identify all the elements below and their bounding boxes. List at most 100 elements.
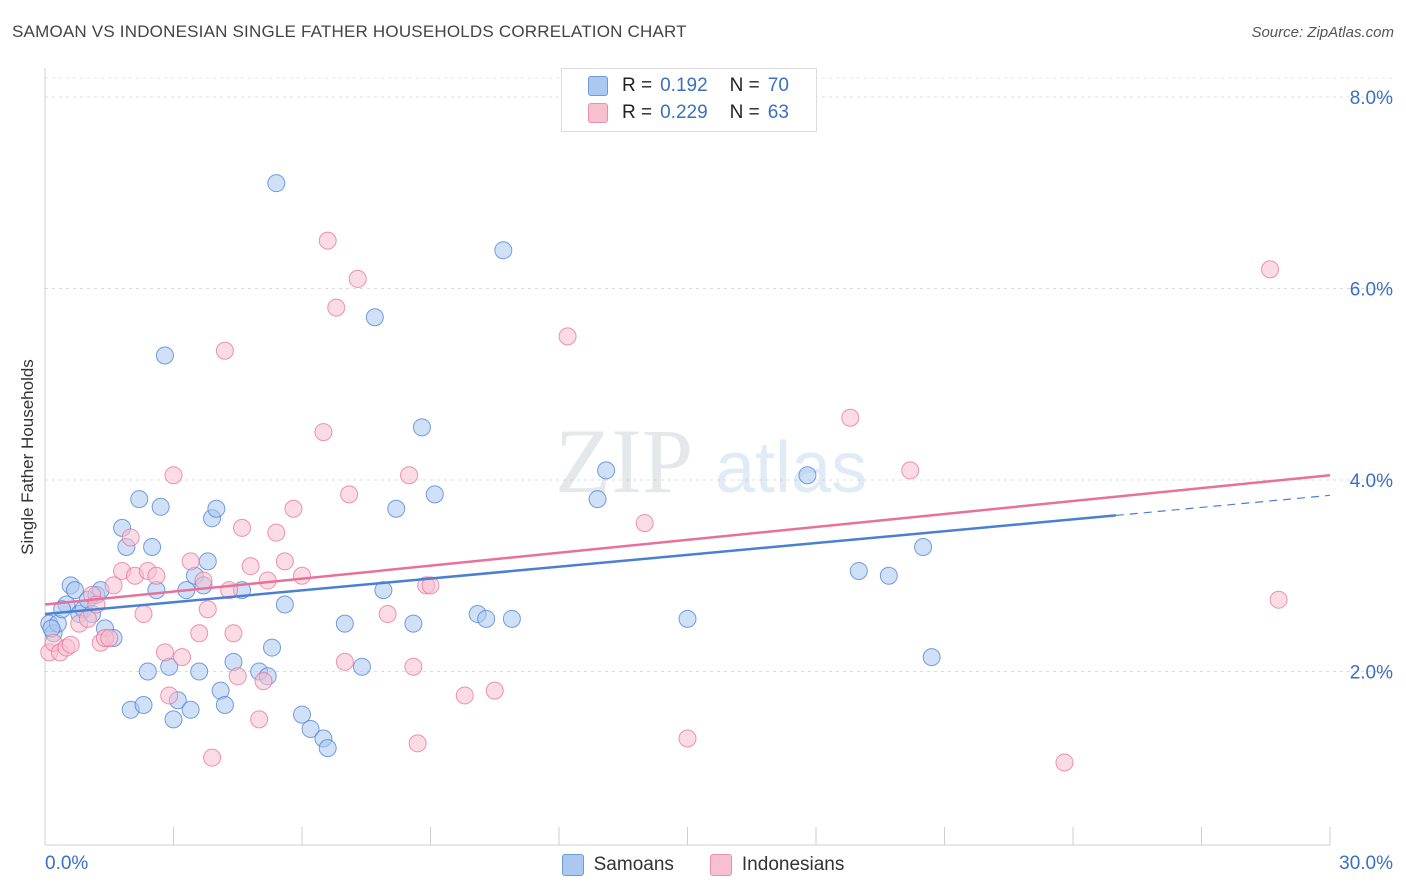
legend-item-samoans[interactable]: Samoans	[561, 854, 674, 876]
data-point	[267, 174, 286, 193]
legend-item-indonesians[interactable]: Indonesians	[709, 854, 845, 876]
data-point	[155, 643, 174, 662]
correlation-legend: R = 0.192 N = 70 R = 0.229 N = 63	[561, 68, 817, 132]
data-points	[40, 174, 1288, 772]
data-point	[254, 672, 273, 691]
data-point	[901, 461, 920, 480]
data-point	[181, 700, 200, 719]
data-point	[494, 241, 513, 260]
data-point	[250, 710, 269, 729]
data-point	[365, 308, 384, 327]
data-point	[181, 552, 200, 571]
data-point	[678, 729, 697, 748]
r-label: R =	[622, 102, 653, 123]
data-point	[597, 461, 616, 480]
data-point	[198, 552, 217, 571]
source-label: Source: ZipAtlas.com	[1251, 24, 1394, 41]
watermark: ZIP atlas	[555, 410, 867, 512]
data-point	[147, 566, 166, 585]
data-point	[455, 686, 474, 705]
data-point	[228, 667, 247, 686]
data-point	[160, 686, 179, 705]
legend-row-indonesians: R = 0.229 N = 63	[588, 100, 789, 126]
data-point	[190, 662, 209, 681]
legend-row-samoans: R = 0.192 N = 70	[588, 73, 789, 99]
data-point	[194, 571, 213, 590]
data-point	[215, 341, 234, 360]
legend-label: Indonesians	[741, 854, 845, 875]
r-label: R =	[622, 75, 653, 96]
data-point	[314, 423, 333, 442]
data-point	[155, 346, 174, 365]
data-point	[318, 231, 337, 250]
y-tick-label: 8.0%	[1350, 88, 1393, 109]
data-point	[879, 566, 898, 585]
series-legend: Samoans Indonesians	[0, 852, 1406, 878]
legend-label: Samoans	[593, 854, 674, 875]
data-point	[190, 624, 209, 643]
data-point	[352, 657, 371, 676]
x-tick-label: 0.0%	[45, 853, 88, 874]
data-point	[143, 538, 162, 557]
tick-labels: 2.0% 4.0% 6.0% 8.0% 0.0% 30.0%	[45, 88, 1393, 874]
data-point	[798, 466, 817, 485]
data-point	[425, 485, 444, 504]
data-point	[138, 662, 157, 681]
data-point	[408, 734, 427, 753]
watermark-zip: ZIP	[555, 410, 693, 512]
y-tick-label: 6.0%	[1350, 280, 1393, 301]
n-label: N =	[729, 75, 760, 96]
trend-lines	[44, 473, 1331, 616]
indonesians-swatch	[709, 854, 732, 876]
data-point	[65, 581, 84, 600]
data-point	[275, 595, 294, 614]
data-point	[301, 719, 320, 738]
n-value: 70	[767, 75, 789, 96]
r-value: 0.192	[660, 75, 708, 96]
data-point	[387, 499, 406, 518]
trend-line	[44, 473, 1331, 606]
samoans-swatch	[588, 76, 608, 96]
n-label: N =	[729, 102, 760, 123]
data-point	[263, 638, 282, 657]
data-point	[404, 614, 423, 633]
data-point	[374, 581, 393, 600]
data-point	[922, 648, 941, 667]
y-tick-label: 4.0%	[1350, 471, 1393, 492]
data-point	[400, 466, 419, 485]
data-point	[267, 523, 286, 542]
data-point	[233, 518, 252, 537]
data-point	[130, 490, 149, 509]
data-point	[215, 696, 234, 715]
data-point	[678, 609, 697, 628]
data-point	[1269, 590, 1288, 609]
data-point	[198, 600, 217, 619]
data-point	[335, 652, 354, 671]
data-point	[502, 609, 521, 628]
data-point	[164, 466, 183, 485]
watermark-atlas: atlas	[715, 428, 867, 508]
data-point	[327, 298, 346, 317]
axes	[44, 68, 1331, 846]
data-point	[104, 576, 123, 595]
data-point	[378, 605, 397, 624]
indonesians-swatch	[588, 103, 608, 123]
data-point	[318, 739, 337, 758]
data-point	[340, 485, 359, 504]
data-point	[293, 705, 311, 724]
data-point	[121, 528, 140, 547]
r-value: 0.229	[660, 102, 708, 123]
data-point	[558, 327, 577, 346]
data-point	[421, 576, 440, 595]
data-point	[1261, 260, 1280, 279]
samoans-swatch	[561, 854, 584, 876]
data-point	[241, 557, 260, 576]
data-point	[348, 269, 367, 288]
data-point	[635, 514, 654, 533]
data-point	[134, 605, 153, 624]
data-point	[100, 628, 119, 647]
data-point	[588, 490, 607, 509]
data-point	[485, 681, 504, 700]
data-point	[224, 624, 243, 643]
